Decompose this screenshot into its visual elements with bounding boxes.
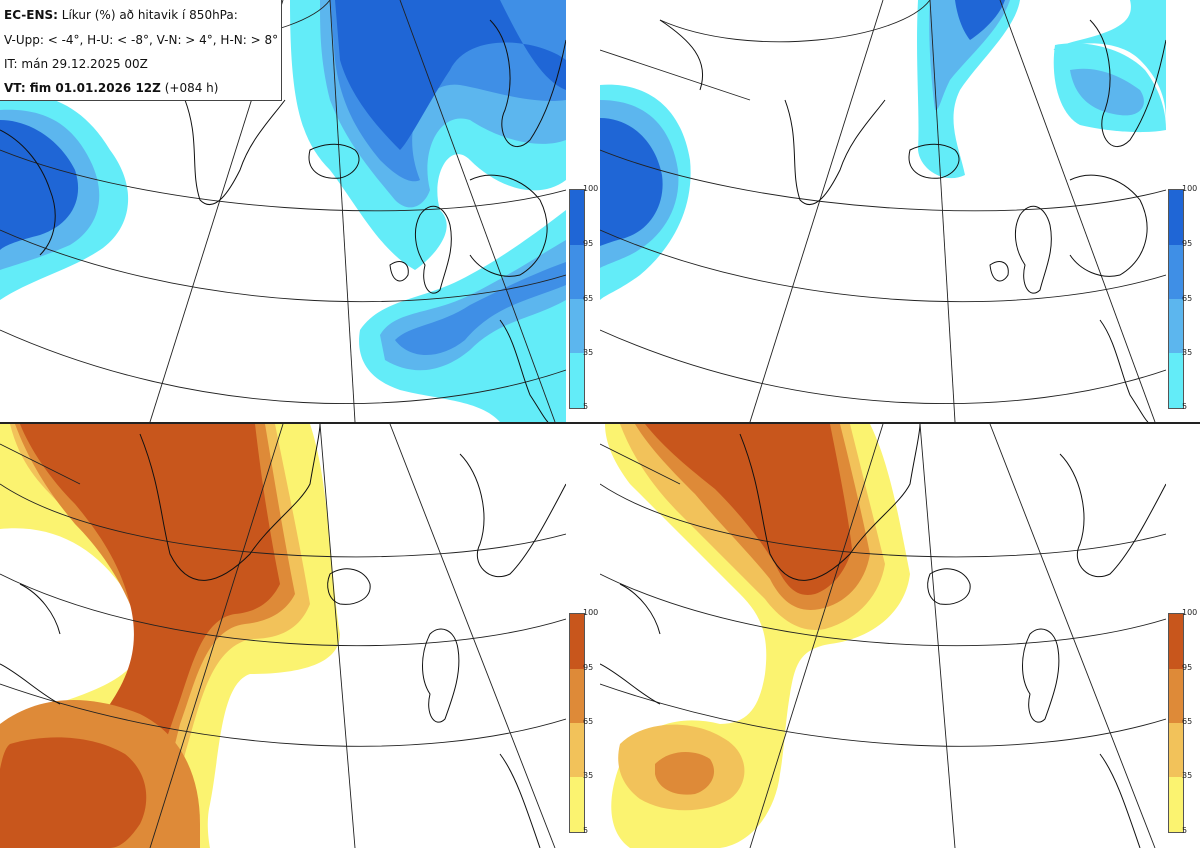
colorbar-tick: 35 <box>1182 348 1193 357</box>
colorbar-tick: 95 <box>583 663 594 672</box>
colorbar-segment <box>570 353 584 408</box>
colorbar-segment <box>570 245 584 299</box>
initial-time-text: IT: mán 29.12.2025 00Z <box>4 57 148 71</box>
title-text: Líkur (%) að hitavik í 850hPa: <box>61 8 238 22</box>
graticule <box>600 0 1166 422</box>
lead-time-text: (+084 h) <box>164 81 219 95</box>
map-svg <box>600 424 1166 848</box>
map-svg <box>600 0 1166 422</box>
probability-field <box>600 0 1166 300</box>
map-panel-cold-4 <box>0 0 566 422</box>
colorbar-tick: 65 <box>1182 717 1193 726</box>
colorbar-tick: 100 <box>583 608 599 617</box>
colorbar-segment <box>1169 614 1183 669</box>
colorbar-segment <box>570 614 584 669</box>
thresholds-text: V-Upp: < -4°, H-U: < -8°, V-N: > 4°, H-N… <box>4 33 279 47</box>
colorbar-segment <box>570 190 584 245</box>
coastlines <box>0 19 566 422</box>
map-panel-warm-4 <box>0 424 566 848</box>
colorbar-tick: 95 <box>1182 663 1193 672</box>
colorbar-tick: 100 <box>1182 184 1198 193</box>
colorbar-segment <box>570 723 584 777</box>
colorbar-segment <box>1169 190 1183 245</box>
coastlines <box>659 19 1166 422</box>
graticule <box>0 424 566 848</box>
colorbar-tick: 5 <box>1182 826 1188 835</box>
colorbar-tick: 100 <box>1182 608 1198 617</box>
colorbar-tick: 5 <box>583 826 589 835</box>
colorbar-segment <box>1169 299 1183 353</box>
colorbar-orange <box>1168 613 1184 833</box>
colorbar-segment <box>1169 723 1183 777</box>
product-label: EC-ENS: <box>4 8 58 22</box>
colorbar-tick: 100 <box>583 184 599 193</box>
colorbar-blue <box>1168 189 1184 409</box>
info-box: EC-ENS: Líkur (%) að hitavik í 850hPa: V… <box>0 0 282 101</box>
colorbar-segment <box>570 777 584 832</box>
probability-field <box>605 424 910 848</box>
colorbar-tick: 95 <box>583 239 594 248</box>
coastlines <box>0 424 566 848</box>
colorbar-tick: 65 <box>583 717 594 726</box>
colorbar-tick: 5 <box>583 402 589 411</box>
map-panel-cold-8 <box>600 0 1166 422</box>
coastlines <box>600 424 1166 848</box>
colorbar-tick: 95 <box>1182 239 1193 248</box>
colorbar-segment <box>570 299 584 353</box>
graticule <box>600 424 1166 848</box>
colorbar-tick: 65 <box>1182 294 1193 303</box>
map-panel-warm-8 <box>600 424 1166 848</box>
panel-divider-line <box>0 422 1200 424</box>
map-svg <box>0 424 566 848</box>
colorbar-blue <box>569 189 585 409</box>
colorbar-tick: 35 <box>1182 771 1193 780</box>
colorbar-orange <box>569 613 585 833</box>
colorbar-segment <box>1169 245 1183 299</box>
colorbar-tick: 5 <box>1182 402 1188 411</box>
colorbar-tick: 35 <box>583 771 594 780</box>
colorbar-segment <box>1169 669 1183 723</box>
colorbar-tick: 65 <box>583 294 594 303</box>
probability-field <box>0 424 340 848</box>
colorbar-segment <box>570 669 584 723</box>
colorbar-tick: 35 <box>583 348 594 357</box>
probability-field <box>0 0 566 422</box>
colorbar-segment <box>1169 353 1183 408</box>
colorbar-segment <box>1169 777 1183 832</box>
map-svg <box>0 0 566 422</box>
valid-time-label: VT: fim 01.01.2026 12Z <box>4 81 161 95</box>
